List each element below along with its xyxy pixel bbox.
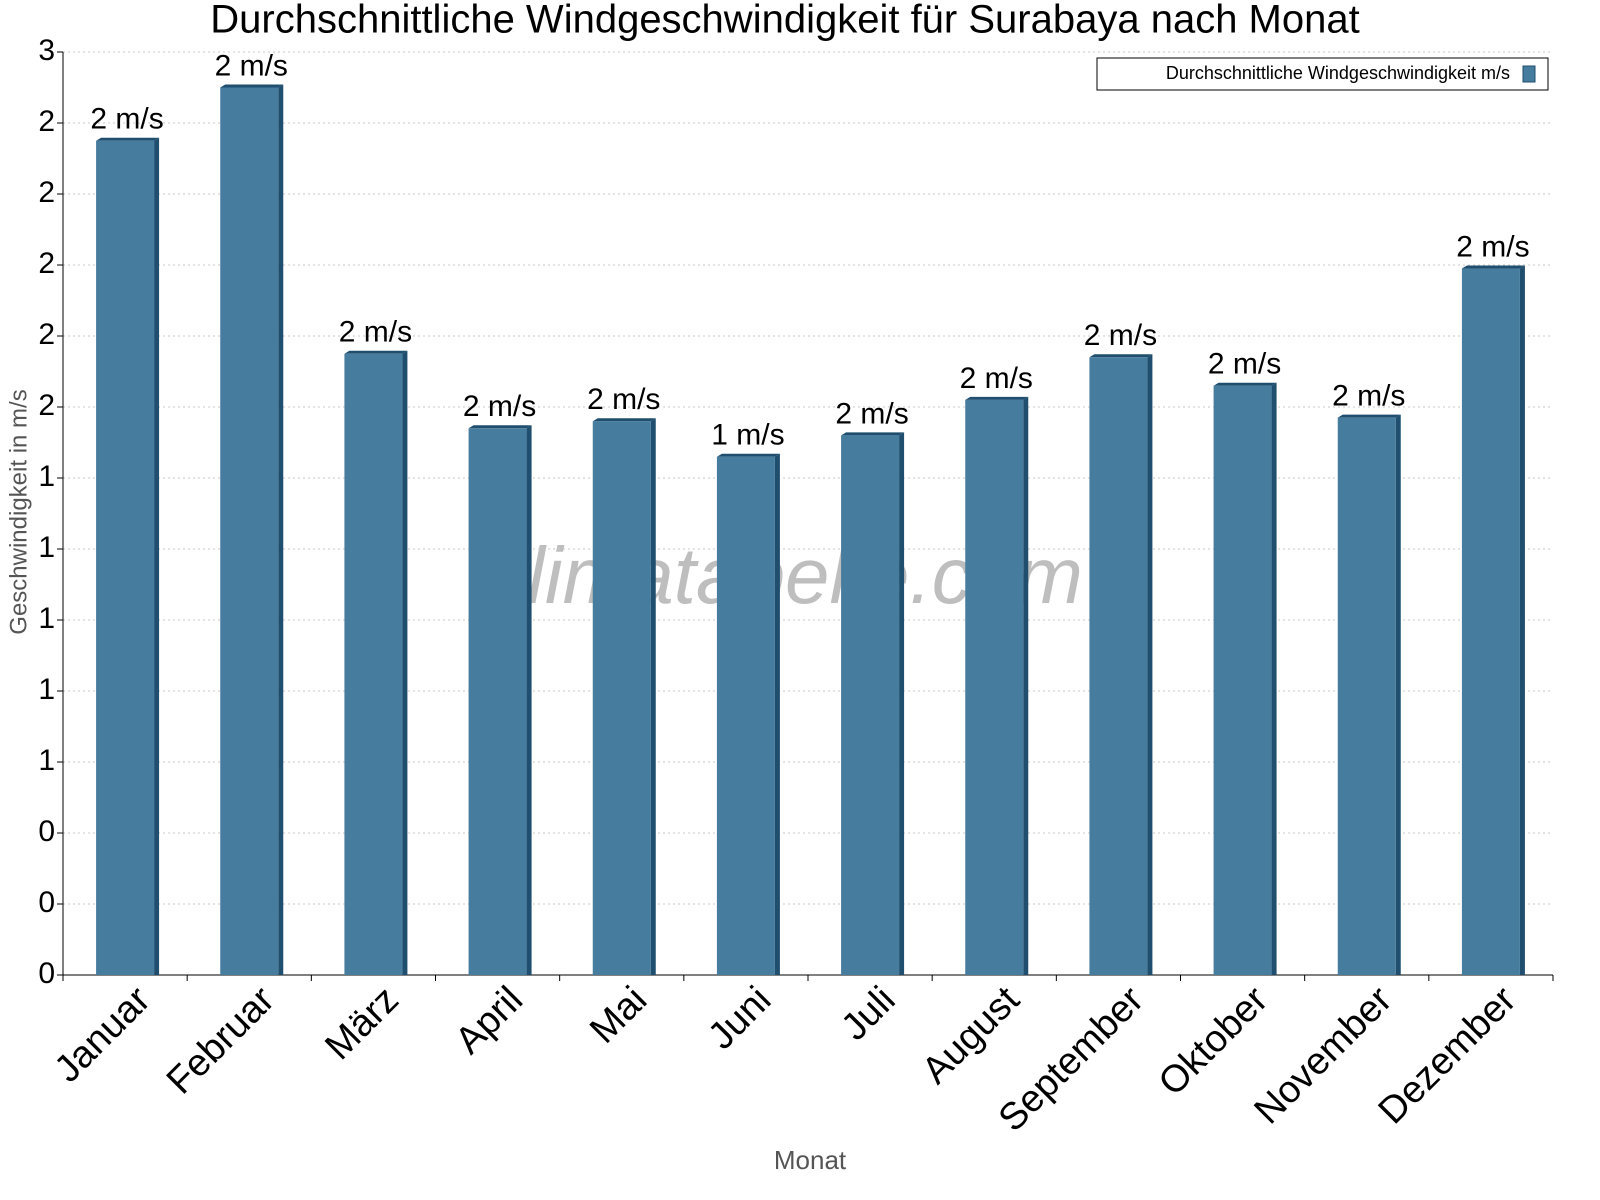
bar: [220, 87, 279, 975]
value-label: 2 m/s: [960, 362, 1033, 395]
bar-group: [965, 396, 1029, 975]
bar-top: [1213, 382, 1277, 386]
bar-group: [841, 432, 905, 975]
bar: [344, 353, 403, 975]
bar-top: [716, 453, 780, 457]
value-label: 1 m/s: [711, 419, 784, 452]
bar-side: [1147, 354, 1153, 975]
y-tick-label: 0: [38, 886, 55, 919]
x-tick-label: April: [448, 979, 531, 1062]
bar-top: [344, 350, 408, 354]
y-axis-title: Geschwindigkeit in m/s: [5, 389, 32, 634]
x-tick-label: Januar: [47, 979, 159, 1091]
y-tick-label: 2: [38, 389, 55, 422]
legend-label: Durchschnittliche Windgeschwindigkeit m/…: [1166, 63, 1510, 83]
bar-top: [841, 432, 905, 436]
value-label: 2 m/s: [1084, 319, 1157, 352]
x-tick-label: August: [914, 978, 1028, 1092]
x-tick-label: Juni: [700, 979, 779, 1058]
y-tick-label: 1: [38, 744, 55, 777]
bar: [841, 435, 900, 975]
bar: [716, 456, 775, 975]
bar-side: [1519, 265, 1525, 975]
y-tick-label: 1: [38, 460, 55, 493]
bar-side: [154, 137, 160, 975]
bar-group: [716, 453, 780, 975]
bar-group: [220, 84, 284, 975]
bar: [1213, 385, 1272, 975]
bar-top: [1089, 354, 1153, 358]
y-tick-label: 1: [38, 673, 55, 706]
bar-top: [1461, 265, 1525, 269]
y-tick-label: 2: [38, 105, 55, 138]
bar-group: [592, 418, 656, 975]
value-label: 2 m/s: [1456, 230, 1529, 263]
bar-group: [96, 137, 160, 975]
bar: [1089, 357, 1148, 975]
bar-side: [402, 350, 408, 975]
bar-side: [1395, 414, 1401, 975]
bar-group: [1213, 382, 1277, 975]
y-tick-label: 0: [38, 815, 55, 848]
x-axis-title: Monat: [774, 1145, 847, 1175]
bar-side: [899, 432, 905, 975]
value-label: 2 m/s: [90, 103, 163, 136]
bar-group: [1461, 265, 1525, 975]
x-tick-label: Juli: [834, 979, 904, 1049]
value-label: 2 m/s: [835, 397, 908, 430]
x-tick-label: Dezember: [1371, 979, 1525, 1133]
bar-group: [344, 350, 408, 975]
x-tick-label: Mai: [582, 979, 655, 1052]
value-label: 2 m/s: [339, 316, 412, 349]
bar: [96, 140, 155, 975]
value-label: 2 m/s: [1208, 348, 1281, 381]
y-tick-label: 2: [38, 247, 55, 280]
bar: [1461, 268, 1520, 975]
bar-group: [1337, 414, 1401, 975]
bar-side: [526, 425, 532, 975]
legend-swatch: [1522, 65, 1536, 83]
y-tick-label: 0: [38, 957, 55, 990]
y-tick-label: 2: [38, 176, 55, 209]
bar-top: [468, 425, 532, 429]
bar-top: [1337, 414, 1401, 418]
value-label: 2 m/s: [463, 390, 536, 423]
value-label: 2 m/s: [587, 383, 660, 416]
bar-side: [1023, 396, 1029, 975]
bar-side: [650, 418, 656, 975]
y-tick-label: 3: [38, 34, 55, 67]
bar-top: [592, 418, 656, 422]
value-label: 2 m/s: [215, 49, 288, 82]
bar-top: [965, 396, 1029, 400]
y-tick-label: 2: [38, 318, 55, 351]
bar-group: [468, 425, 532, 975]
x-tick-label: März: [317, 979, 406, 1068]
bar: [592, 421, 651, 975]
bar: [965, 399, 1024, 975]
bar-top: [220, 84, 284, 88]
bar: [1337, 417, 1396, 975]
bar-top: [96, 137, 160, 141]
value-label: 2 m/s: [1332, 380, 1405, 413]
bar-side: [278, 84, 284, 975]
bar-side: [1271, 382, 1277, 975]
x-tick-label: Februar: [159, 979, 283, 1103]
bar-group: [1089, 354, 1153, 975]
y-tick-label: 1: [38, 531, 55, 564]
x-tick-label: Oktober: [1151, 979, 1277, 1105]
bar: [468, 428, 527, 975]
bar-side: [774, 453, 780, 975]
chart-title: Durchschnittliche Windgeschwindigkeit fü…: [210, 0, 1359, 42]
y-tick-label: 1: [38, 602, 55, 635]
legend-box: [1096, 57, 1549, 91]
